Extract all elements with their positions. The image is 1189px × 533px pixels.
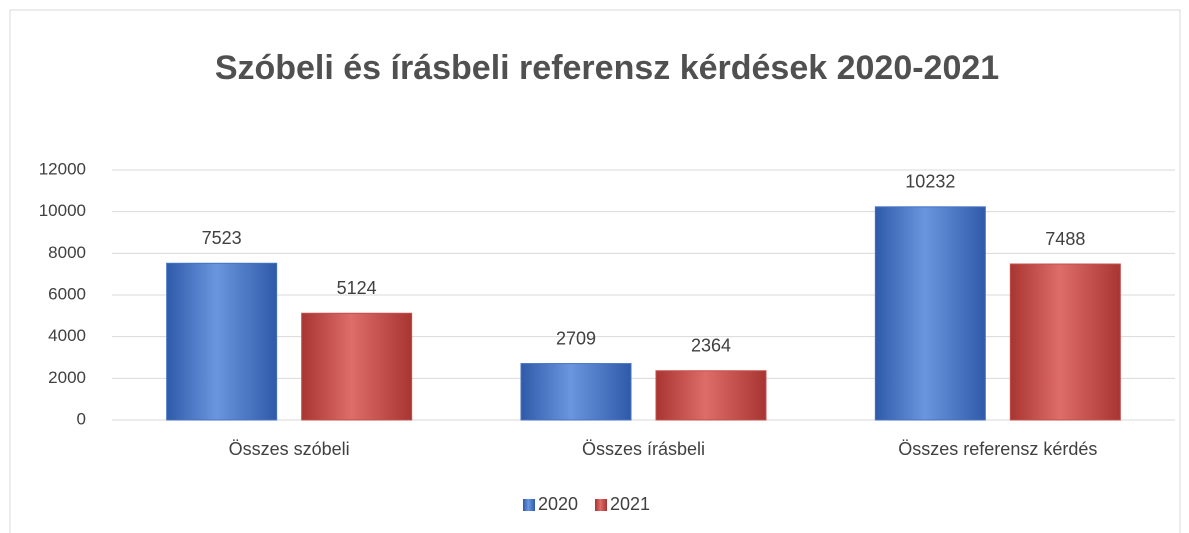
chart-title: Szóbeli és írásbeli referensz kérdések 2…: [215, 49, 999, 87]
value-label: 10232: [905, 172, 955, 192]
bar: [520, 363, 632, 421]
legend-swatch: [595, 499, 607, 511]
value-label: 5124: [337, 278, 377, 298]
y-tick-label: 10000: [39, 201, 86, 220]
bar: [166, 262, 278, 421]
y-tick-label: 2000: [48, 368, 86, 387]
legend-swatch: [523, 499, 535, 511]
bar: [1009, 263, 1121, 421]
y-tick-label: 4000: [48, 326, 86, 345]
y-tick-label: 0: [77, 409, 86, 428]
x-tick-label: Összes szóbeli: [229, 439, 350, 459]
chart-frame: [9, 9, 1181, 533]
x-tick-label: Összes referensz kérdés: [898, 439, 1097, 459]
y-tick-label: 12000: [39, 159, 86, 178]
y-tick-label: 6000: [48, 284, 86, 303]
value-label: 2364: [691, 336, 731, 356]
bar: [874, 206, 986, 421]
bar: [655, 370, 767, 421]
legend-label: 2021: [610, 494, 650, 514]
y-tick-label: 8000: [48, 243, 86, 262]
value-label: 7488: [1045, 229, 1085, 249]
legend-label: 2020: [538, 494, 578, 514]
value-label: 2709: [556, 328, 596, 348]
value-label: 7523: [202, 228, 242, 248]
bar: [301, 312, 413, 421]
x-tick-label: Összes írásbeli: [582, 439, 705, 459]
